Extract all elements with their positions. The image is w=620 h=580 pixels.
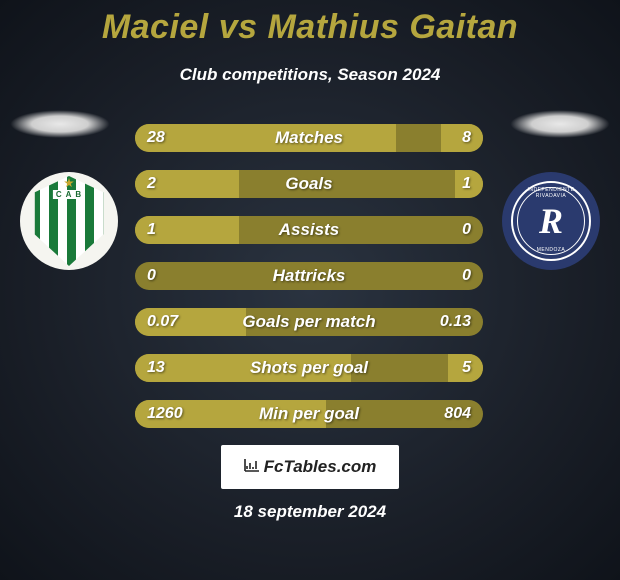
stat-row: 288Matches [135, 124, 483, 152]
stats-container: 288Matches 21Goals 10Assists 00Hattricks 0.0… [135, 124, 483, 446]
rivadavia-shield-icon: INDEPENDIENTE RIVADAVIA R MENDOZA [511, 181, 591, 261]
stat-row: 10Assists [135, 216, 483, 244]
stat-label: Min per goal [135, 400, 483, 428]
rivadavia-top-text: INDEPENDIENTE RIVADAVIA [513, 187, 589, 199]
stat-row: 0.070.13Goals per match [135, 308, 483, 336]
watermark-text: FcTables.com [264, 457, 377, 477]
player2-club-crest: INDEPENDIENTE RIVADAVIA R MENDOZA [502, 172, 600, 270]
stat-row: 00Hattricks [135, 262, 483, 290]
chart-icon [244, 458, 260, 476]
player1-club-crest: C A B [20, 172, 118, 270]
stat-row: 1260804Min per goal [135, 400, 483, 428]
stat-label: Goals [135, 170, 483, 198]
stat-row: 21Goals [135, 170, 483, 198]
banfield-shield-icon: C A B [31, 176, 107, 266]
stat-label: Assists [135, 216, 483, 244]
comparison-title: Maciel vs Mathius Gaitan [0, 0, 620, 47]
stat-label: Hattricks [135, 262, 483, 290]
comparison-date: 18 september 2024 [0, 502, 620, 522]
banfield-initials: C A B [53, 190, 85, 199]
stat-label: Goals per match [135, 308, 483, 336]
stat-label: Shots per goal [135, 354, 483, 382]
stat-row: 135Shots per goal [135, 354, 483, 382]
player2-silhouette-shadow [510, 110, 610, 138]
fctables-watermark: FcTables.com [221, 445, 399, 489]
stat-label: Matches [135, 124, 483, 152]
comparison-subtitle: Club competitions, Season 2024 [0, 65, 620, 85]
rivadavia-bottom-text: MENDOZA [513, 247, 589, 253]
player1-silhouette-shadow [10, 110, 110, 138]
